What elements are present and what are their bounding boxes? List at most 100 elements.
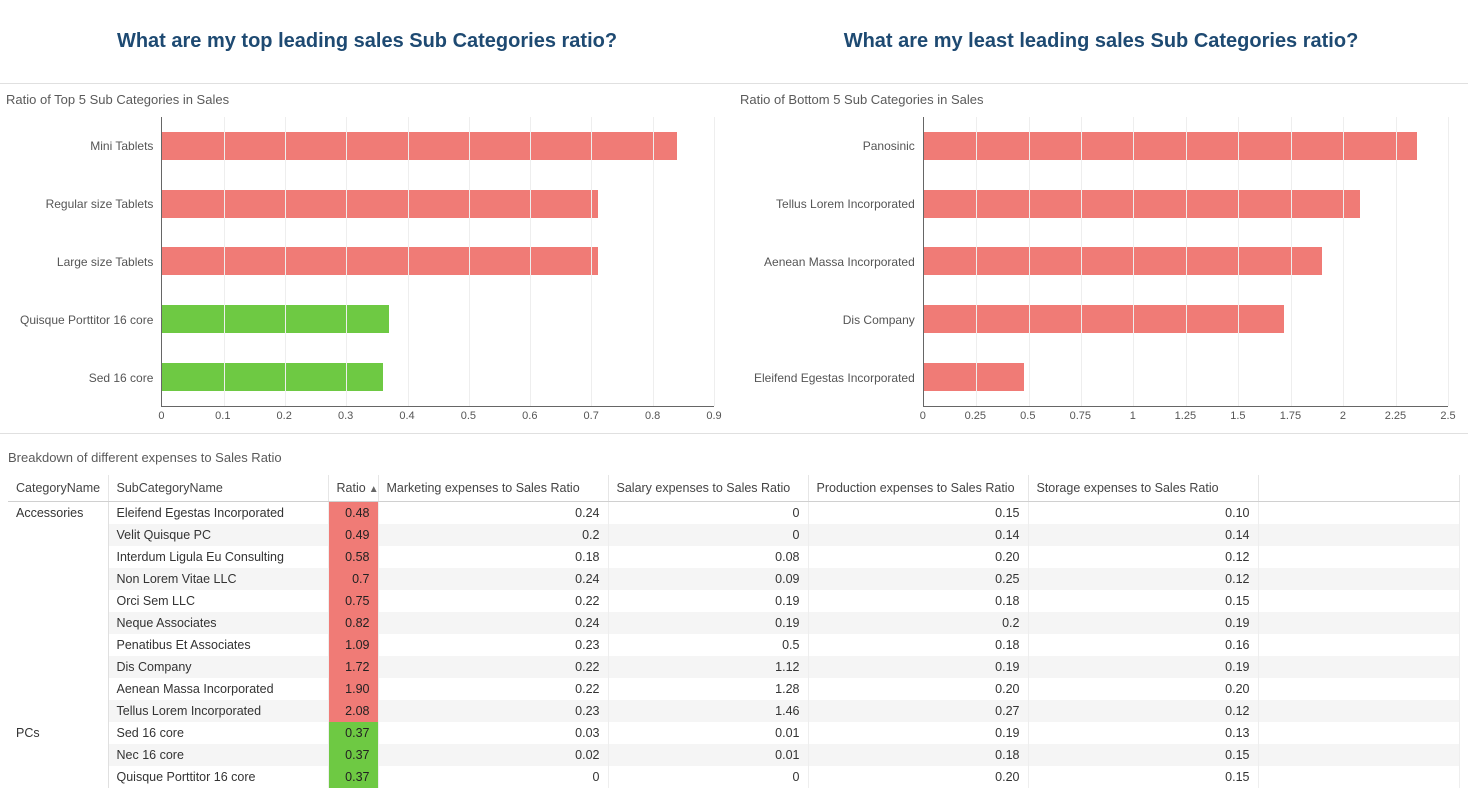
table-row[interactable]: Velit Quisque PC0.490.200.140.14 bbox=[8, 524, 1460, 546]
value-cell: 0.23 bbox=[378, 634, 608, 656]
table-row[interactable]: PCsSed 16 core0.370.030.010.190.13 bbox=[8, 722, 1460, 744]
spacer-cell bbox=[1258, 502, 1460, 525]
column-header[interactable]: Salary expenses to Sales Ratio bbox=[608, 475, 808, 502]
x-tick: 0.3 bbox=[338, 410, 353, 422]
ratio-cell: 1.90 bbox=[328, 678, 378, 700]
value-cell: 0.10 bbox=[1028, 502, 1258, 525]
table-row[interactable]: AccessoriesEleifend Egestas Incorporated… bbox=[8, 502, 1460, 525]
y-label: Aenean Massa Incorporated bbox=[754, 255, 923, 269]
sort-asc-icon: ▲ bbox=[369, 484, 379, 495]
spacer-cell bbox=[1258, 656, 1460, 678]
value-cell: 0.18 bbox=[808, 590, 1028, 612]
table-row[interactable]: Quisque Porttitor 16 core0.37000.200.15 bbox=[8, 766, 1460, 788]
spacer-cell bbox=[1258, 546, 1460, 568]
table-row[interactable]: Penatibus Et Associates1.090.230.50.180.… bbox=[8, 634, 1460, 656]
category-cell: PCs bbox=[8, 722, 108, 788]
value-cell: 1.28 bbox=[608, 678, 808, 700]
y-label: Sed 16 core bbox=[20, 371, 161, 385]
chart-bar[interactable] bbox=[162, 363, 383, 391]
x-tick: 0.4 bbox=[399, 410, 414, 422]
table-row[interactable]: Interdum Ligula Eu Consulting0.580.180.0… bbox=[8, 546, 1460, 568]
value-cell: 0.2 bbox=[808, 612, 1028, 634]
column-header[interactable]: Production expenses to Sales Ratio bbox=[808, 475, 1028, 502]
spacer-cell bbox=[1258, 634, 1460, 656]
expenses-table: CategoryNameSubCategoryNameRatio▲Marketi… bbox=[8, 475, 1460, 788]
value-cell: 0.15 bbox=[1028, 766, 1258, 788]
value-cell: 0.14 bbox=[808, 524, 1028, 546]
subcategory-cell: Nec 16 core bbox=[108, 744, 328, 766]
expenses-table-title: Breakdown of different expenses to Sales… bbox=[8, 444, 1460, 475]
value-cell: 0.18 bbox=[808, 634, 1028, 656]
ratio-cell: 0.75 bbox=[328, 590, 378, 612]
table-row[interactable]: Nec 16 core0.370.020.010.180.15 bbox=[8, 744, 1460, 766]
chart-bar[interactable] bbox=[162, 305, 389, 333]
column-header[interactable]: Storage expenses to Sales Ratio bbox=[1028, 475, 1258, 502]
value-cell: 0.24 bbox=[378, 568, 608, 590]
x-tick: 1.75 bbox=[1280, 410, 1301, 422]
table-row[interactable]: Neque Associates0.820.240.190.20.19 bbox=[8, 612, 1460, 634]
chart-bar[interactable] bbox=[924, 363, 1025, 391]
ratio-cell: 0.37 bbox=[328, 744, 378, 766]
table-row[interactable]: Aenean Massa Incorporated1.900.221.280.2… bbox=[8, 678, 1460, 700]
ratio-cell: 0.49 bbox=[328, 524, 378, 546]
x-tick: 2 bbox=[1340, 410, 1346, 422]
subcategory-cell: Quisque Porttitor 16 core bbox=[108, 766, 328, 788]
x-tick: 0.2 bbox=[277, 410, 292, 422]
subcategory-cell: Non Lorem Vitae LLC bbox=[108, 568, 328, 590]
spacer-cell bbox=[1258, 700, 1460, 722]
value-cell: 0.19 bbox=[1028, 612, 1258, 634]
table-row[interactable]: Orci Sem LLC0.750.220.190.180.15 bbox=[8, 590, 1460, 612]
chart-bar[interactable] bbox=[924, 305, 1285, 333]
bottom-chart: PanosinicTellus Lorem IncorporatedAenean… bbox=[754, 117, 1448, 427]
bottom-categories-title: What are my least leading sales Sub Cate… bbox=[754, 10, 1448, 83]
value-cell: 0.12 bbox=[1028, 700, 1258, 722]
chart-bar[interactable] bbox=[924, 247, 1322, 275]
value-cell: 0.12 bbox=[1028, 568, 1258, 590]
chart-bar[interactable] bbox=[924, 132, 1417, 160]
value-cell: 1.12 bbox=[608, 656, 808, 678]
ratio-cell: 0.82 bbox=[328, 612, 378, 634]
ratio-cell: 1.72 bbox=[328, 656, 378, 678]
value-cell: 0.20 bbox=[808, 678, 1028, 700]
column-header[interactable]: SubCategoryName bbox=[108, 475, 328, 502]
value-cell: 0.20 bbox=[808, 546, 1028, 568]
value-cell: 0.01 bbox=[608, 744, 808, 766]
ratio-cell: 0.7 bbox=[328, 568, 378, 590]
ratio-cell: 0.58 bbox=[328, 546, 378, 568]
chart-bar[interactable] bbox=[162, 247, 597, 275]
table-row[interactable]: Non Lorem Vitae LLC0.70.240.090.250.12 bbox=[8, 568, 1460, 590]
expenses-table-section: Breakdown of different expenses to Sales… bbox=[0, 434, 1468, 788]
value-cell: 0.19 bbox=[608, 590, 808, 612]
table-row[interactable]: Tellus Lorem Incorporated2.080.231.460.2… bbox=[8, 700, 1460, 722]
x-tick: 1 bbox=[1130, 410, 1136, 422]
value-cell: 0.20 bbox=[1028, 678, 1258, 700]
value-cell: 0.20 bbox=[808, 766, 1028, 788]
value-cell: 0.22 bbox=[378, 656, 608, 678]
value-cell: 0.09 bbox=[608, 568, 808, 590]
chart-bar[interactable] bbox=[924, 190, 1360, 218]
column-header[interactable]: CategoryName bbox=[8, 475, 108, 502]
table-row[interactable]: Dis Company1.720.221.120.190.19 bbox=[8, 656, 1460, 678]
x-tick: 0 bbox=[920, 410, 926, 422]
top-categories-title: What are my top leading sales Sub Catego… bbox=[20, 10, 714, 83]
x-tick: 0.8 bbox=[645, 410, 660, 422]
value-cell: 0.15 bbox=[1028, 744, 1258, 766]
ratio-cell: 0.48 bbox=[328, 502, 378, 525]
value-cell: 0.16 bbox=[1028, 634, 1258, 656]
value-cell: 0.15 bbox=[808, 502, 1028, 525]
column-header[interactable]: Ratio▲ bbox=[328, 475, 378, 502]
bottom-categories-panel: What are my least leading sales Sub Cate… bbox=[734, 0, 1468, 427]
x-tick: 0.1 bbox=[215, 410, 230, 422]
top-chart-subtitle: Ratio of Top 5 Sub Categories in Sales bbox=[6, 84, 714, 117]
value-cell: 0.02 bbox=[378, 744, 608, 766]
chart-bar[interactable] bbox=[162, 190, 597, 218]
y-label: Dis Company bbox=[754, 313, 923, 327]
ratio-cell: 0.37 bbox=[328, 722, 378, 744]
spacer-cell bbox=[1258, 744, 1460, 766]
chart-bar[interactable] bbox=[162, 132, 677, 160]
subcategory-cell: Velit Quisque PC bbox=[108, 524, 328, 546]
ratio-cell: 1.09 bbox=[328, 634, 378, 656]
value-cell: 0.08 bbox=[608, 546, 808, 568]
column-header[interactable]: Marketing expenses to Sales Ratio bbox=[378, 475, 608, 502]
x-tick: 0.6 bbox=[522, 410, 537, 422]
